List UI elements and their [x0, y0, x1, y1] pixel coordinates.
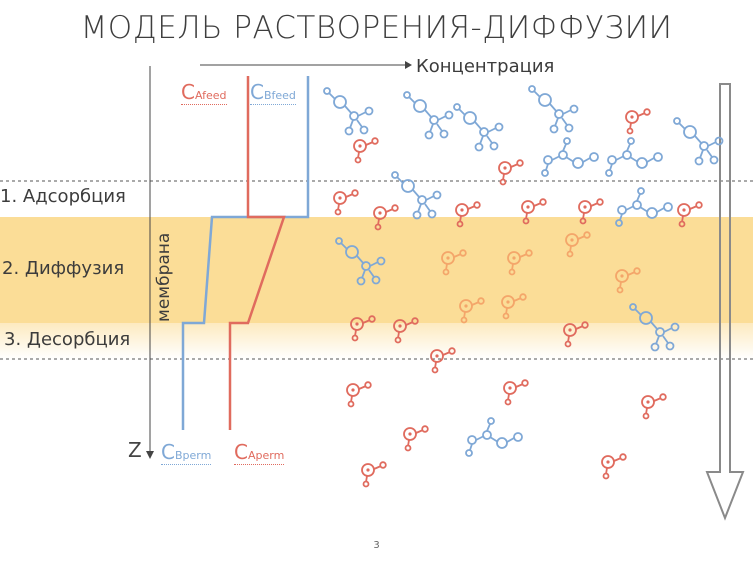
- molecule-r: [403, 425, 429, 452]
- molecule-r: [353, 137, 379, 164]
- molecule-b2: [465, 417, 523, 457]
- molecule-r: [333, 189, 359, 216]
- page-title: МОДЕЛЬ РАСТВОРЕНИЯ-ДИФФУЗИИ: [80, 10, 673, 46]
- molecule-b: [673, 117, 724, 166]
- molecule-b: [528, 85, 579, 134]
- x-axis-arrowhead: [405, 61, 412, 69]
- z-axis-label: Z: [128, 438, 142, 462]
- stage-diffusion-label: 2. Диффузия: [2, 258, 125, 279]
- stage-desorption-label: 3. Десорбция: [4, 329, 131, 350]
- desorption-gradient: [0, 323, 753, 359]
- molecule-r: [346, 381, 372, 408]
- c-b-feed-label: CBfeed: [250, 80, 296, 105]
- molecule-r: [641, 393, 667, 420]
- molecule-b: [403, 91, 454, 140]
- stage-adsorption-label: 1. Адсорбция: [0, 186, 126, 207]
- profile-b: [181, 76, 310, 430]
- molecule-b: [323, 87, 374, 136]
- molecule-r: [503, 379, 529, 406]
- z-axis-arrowhead: [146, 451, 154, 459]
- c-a-feed-label: CAfeed: [181, 80, 227, 105]
- page-number: 3: [373, 540, 380, 551]
- membrane-label: мембрана: [154, 232, 174, 322]
- molecule-r: [625, 108, 651, 135]
- molecule-b2: [605, 137, 663, 177]
- molecule-b: [391, 171, 442, 220]
- flow-arrow: [705, 83, 745, 521]
- molecule-b2: [541, 137, 599, 177]
- molecule-r: [361, 461, 387, 488]
- molecule-b: [453, 103, 504, 152]
- c-a-perm-label: CAperm: [234, 440, 285, 465]
- c-b-perm-label: CBperm: [161, 440, 212, 465]
- membrane-band: [0, 217, 753, 323]
- concentration-axis-label: Концентрация: [416, 56, 555, 77]
- profile-a: [228, 76, 286, 430]
- molecule-r: [601, 453, 627, 480]
